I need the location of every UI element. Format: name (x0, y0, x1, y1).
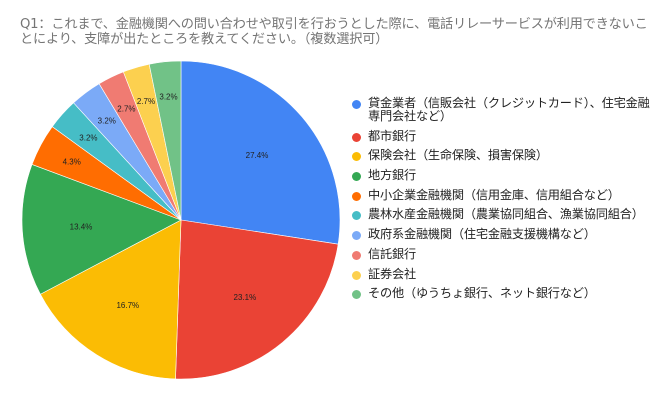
legend-item: 信託銀行 (351, 246, 661, 261)
legend-item-label: 貸金業者（信販会社（クレジットカード）、住宅金融専門会社など） (368, 96, 650, 123)
legend-item-label: 農林水産金融機関（農業協同組合、漁業協同組合） (368, 207, 644, 222)
pie-slice (21, 164, 182, 295)
legend: 貸金業者（信販会社（クレジットカード）、住宅金融専門会社など） 都市銀行保険会社（… (351, 97, 661, 307)
slice-percent-label: 23.1% (234, 293, 257, 302)
slice-percent-label: 2.7% (117, 105, 135, 114)
legend-item: 農林水産金融機関（農業協同組合、漁業協同組合） (351, 208, 661, 221)
legend-item-label: 中小企業金融機関（信用金庫、信用組合など） (368, 187, 620, 202)
chart-title: Q1：これまで、金融機関への問い合わせや取引を行おうとした際に、電話リレーサービ… (20, 17, 648, 47)
legend-color-dot-icon (352, 270, 361, 280)
legend-item-label: 地方銀行 (368, 168, 416, 183)
slice-percent-label: 4.3% (63, 157, 81, 166)
legend-color-dot-icon (352, 152, 361, 162)
legend-item-label: 保険会社（生命保険、損害保険） (368, 148, 548, 163)
legend-item: 中小企業金融機関（信用金庫、信用組合など） (351, 187, 661, 202)
pie-slice (175, 219, 339, 380)
slice-percent-label: 3.2% (159, 93, 177, 102)
pie-slice (148, 60, 182, 221)
legend-item: 都市銀行 (351, 128, 661, 143)
legend-color-dot-icon (352, 211, 361, 221)
legend-item-label: 信託銀行 (368, 246, 416, 261)
legend-item-label: その他（ゆうちょ銀行、ネット銀行など） (368, 286, 596, 301)
legend-item-label: 証券会社 (368, 266, 416, 281)
legend-color-dot-icon (352, 100, 361, 109)
legend-item-label: 政府系金融機関（住宅金融支援機構など） (368, 227, 596, 242)
slice-percent-label: 2.7% (137, 97, 155, 106)
legend-color-dot-icon (352, 172, 361, 182)
pie-slice (39, 219, 182, 380)
slice-percent-label: 27.4% (246, 151, 269, 160)
slice-percent-label: 3.2% (98, 117, 116, 126)
legend-color-dot-icon (352, 132, 361, 142)
legend-color-dot-icon (352, 191, 361, 201)
legend-item: 政府系金融機関（住宅金融支援機構など） (351, 228, 661, 241)
legend-color-dot-icon (352, 290, 361, 300)
pie-slice (180, 60, 341, 245)
legend-color-dot-icon (352, 231, 361, 241)
legend-item: 貸金業者（信販会社（クレジットカード）、住宅金融専門会社など） (351, 97, 661, 123)
legend-item: その他（ゆうちょ銀行、ネット銀行など） (351, 287, 661, 300)
legend-color-dot-icon (352, 250, 361, 260)
slice-percent-label: 13.4% (70, 223, 93, 232)
slice-percent-label: 16.7% (116, 301, 139, 310)
slice-percent-label: 3.2% (79, 134, 97, 143)
legend-item: 保険会社（生命保険、損害保険） (351, 149, 661, 162)
legend-item: 地方銀行 (351, 169, 661, 182)
legend-item-label: 都市銀行 (368, 128, 416, 143)
legend-item: 証券会社 (351, 266, 661, 281)
